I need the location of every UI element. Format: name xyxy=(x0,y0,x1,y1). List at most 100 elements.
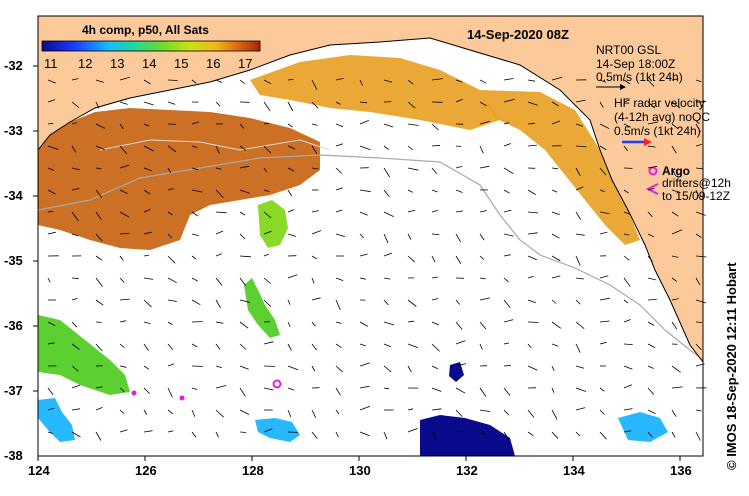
current-vector xyxy=(191,145,198,148)
current-vector xyxy=(407,79,414,85)
current-vector xyxy=(335,78,344,81)
current-vector xyxy=(263,189,270,193)
y-tick-label: -37 xyxy=(4,383,23,398)
current-vector xyxy=(167,211,173,216)
current-vector xyxy=(383,145,389,150)
current-vector xyxy=(551,321,562,329)
current-vector xyxy=(647,255,653,262)
current-vector xyxy=(287,233,297,237)
sst-warm-zone xyxy=(38,108,320,250)
current-vector xyxy=(383,343,392,348)
current-vector xyxy=(575,387,587,392)
current-vector xyxy=(143,409,148,415)
current-vector xyxy=(95,167,102,170)
current-vector xyxy=(215,101,221,107)
current-vector xyxy=(647,233,654,238)
current-vector xyxy=(647,365,654,369)
current-vector xyxy=(143,231,152,235)
imos-credit: © IMOS 18-Sep-2020 12:11 Hobart xyxy=(724,262,739,470)
argo-float-marker[interactable] xyxy=(179,395,185,401)
current-vector xyxy=(647,321,655,326)
current-vector xyxy=(335,277,344,281)
current-vector xyxy=(263,122,270,125)
current-vector xyxy=(71,78,79,81)
argo-label: Argo xyxy=(662,164,690,178)
y-tick-marks xyxy=(33,65,38,392)
current-vector xyxy=(647,299,657,301)
current-vector xyxy=(455,409,463,417)
current-vector xyxy=(383,431,388,440)
current-vector xyxy=(311,343,317,351)
current-vector xyxy=(551,343,559,347)
current-vector xyxy=(119,429,128,433)
coastline xyxy=(37,37,704,363)
current-vector xyxy=(527,431,534,437)
current-vector xyxy=(95,123,106,129)
current-vector xyxy=(479,165,490,169)
current-vector xyxy=(47,189,56,195)
current-vector xyxy=(575,431,581,437)
current-vector xyxy=(575,99,586,103)
current-vector xyxy=(599,431,607,440)
current-vector xyxy=(191,211,199,217)
current-vector xyxy=(119,211,130,218)
current-vector xyxy=(239,145,247,151)
current-vector xyxy=(47,145,59,150)
current-vector xyxy=(671,386,683,389)
current-vector xyxy=(671,321,678,330)
current-vector xyxy=(167,233,172,239)
colorbar-tick: 14 xyxy=(142,56,157,71)
current-vector xyxy=(95,79,104,83)
current-vector xyxy=(599,341,607,345)
current-vector xyxy=(311,409,317,418)
current-vector xyxy=(695,299,707,304)
current-vector xyxy=(551,101,559,107)
current-vector xyxy=(695,123,701,133)
current-vector xyxy=(71,101,80,108)
current-vector xyxy=(407,209,416,213)
current-vector xyxy=(239,189,250,194)
current-vector xyxy=(335,101,341,105)
current-vector xyxy=(407,101,416,109)
current-vector xyxy=(671,101,681,109)
current-vector xyxy=(407,145,413,151)
current-vector xyxy=(575,321,585,330)
hf-radar-scale: 0.5m/s (1kt 24h) xyxy=(614,124,701,138)
current-vector xyxy=(215,211,227,214)
current-vector xyxy=(623,79,631,85)
argo-float-marker[interactable] xyxy=(131,390,137,396)
current-vector xyxy=(119,298,130,301)
current-vector xyxy=(695,79,702,83)
current-vector xyxy=(527,275,534,279)
argo-float-marker[interactable] xyxy=(272,379,282,389)
sst-east-shelf xyxy=(480,90,640,245)
current-vector xyxy=(503,189,510,194)
current-vector xyxy=(647,277,656,281)
current-vector xyxy=(287,167,295,172)
current-vector xyxy=(191,233,199,236)
current-vector xyxy=(71,167,80,171)
x-tick-label: 130 xyxy=(349,463,371,478)
current-vector xyxy=(263,387,274,391)
current-vector xyxy=(527,122,535,125)
current-vector xyxy=(335,209,343,213)
current-vector xyxy=(95,386,103,389)
current-vector xyxy=(335,233,345,237)
current-vector xyxy=(263,145,271,154)
current-vector xyxy=(311,431,318,439)
current-vector xyxy=(311,321,316,327)
current-vector xyxy=(695,167,704,170)
current-vector xyxy=(215,299,221,309)
current-vector xyxy=(479,321,487,330)
colorbar-bar xyxy=(41,40,261,52)
current-vector xyxy=(431,408,442,411)
current-vector xyxy=(167,167,172,174)
current-vector xyxy=(431,365,438,370)
current-vector xyxy=(239,255,252,258)
x-tick-label: 134 xyxy=(563,463,585,478)
current-vector xyxy=(503,78,514,81)
sst-green-plume xyxy=(244,278,280,338)
current-vector xyxy=(575,255,581,266)
current-vector xyxy=(359,277,366,280)
current-vector xyxy=(47,122,54,125)
